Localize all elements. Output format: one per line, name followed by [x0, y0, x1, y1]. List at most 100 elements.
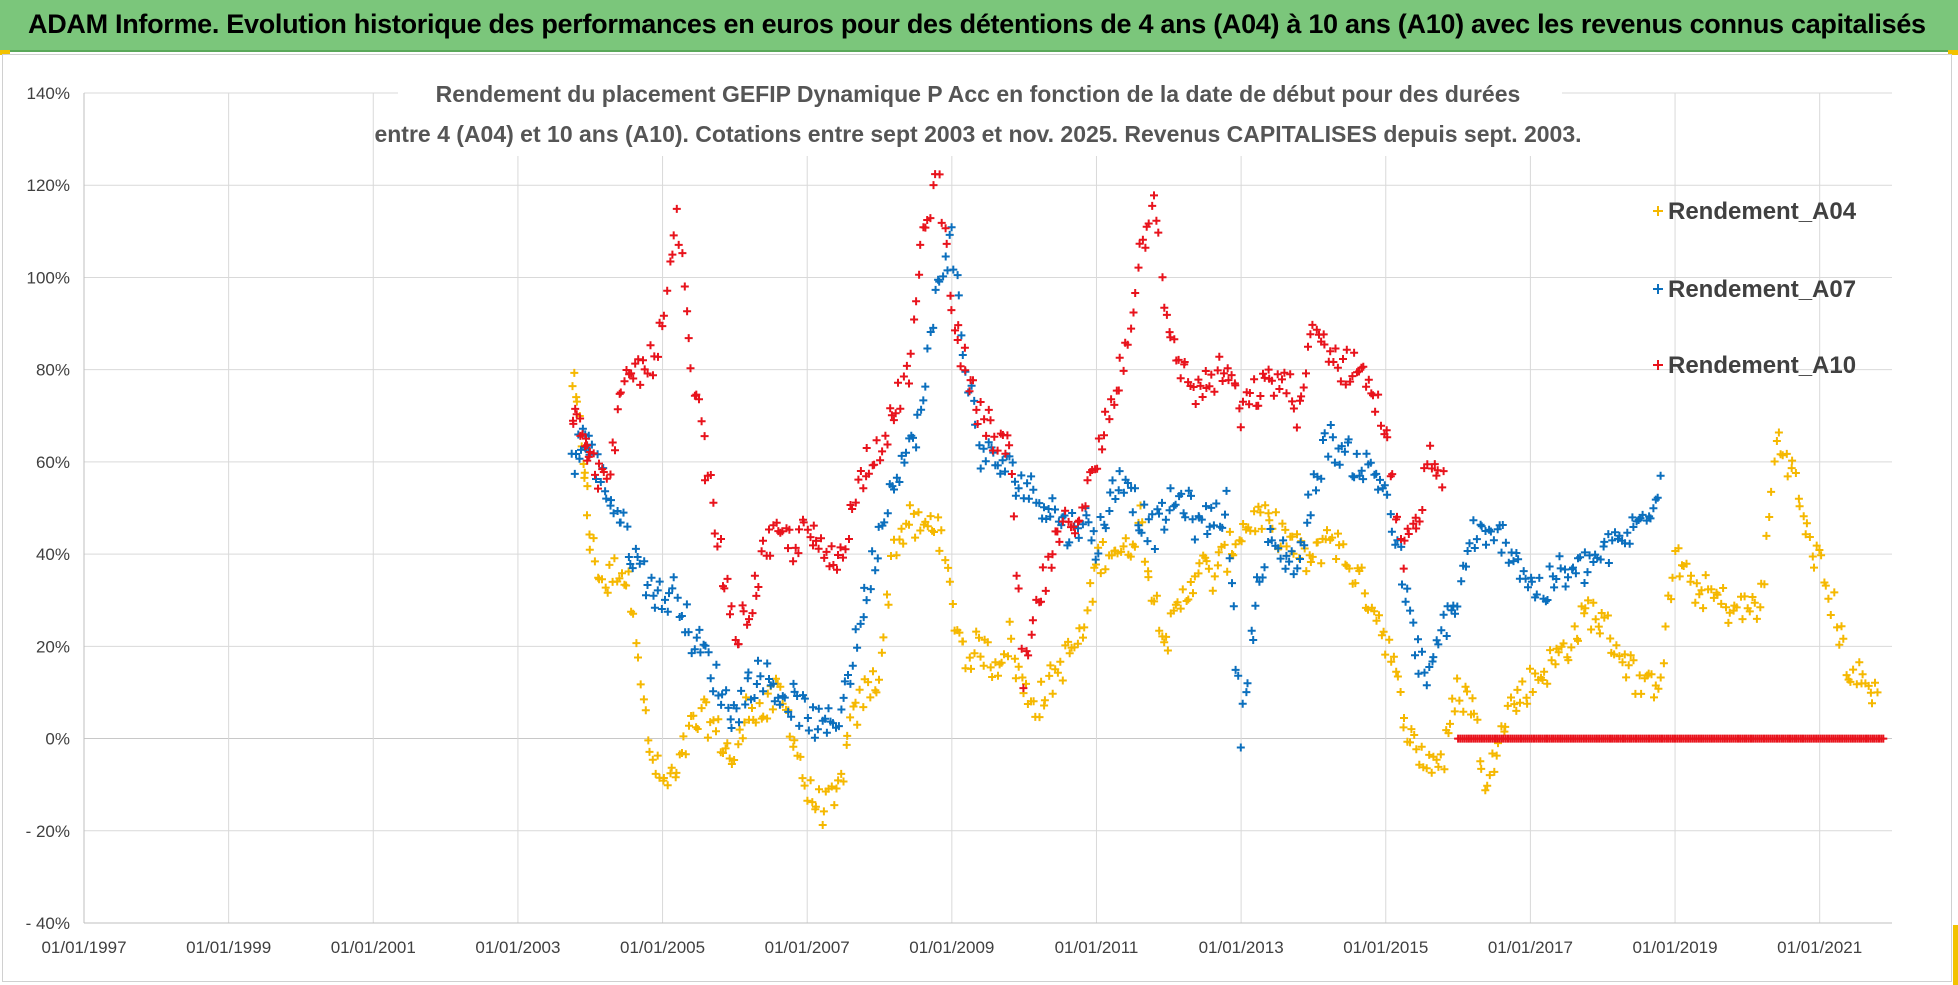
- rendement-a04-point: [911, 533, 920, 542]
- rendement-a04-point: [1281, 525, 1290, 534]
- rendement-a04-point: [1518, 677, 1527, 686]
- rendement-a04-point: [768, 705, 777, 714]
- rendement-a07-point: [1628, 513, 1637, 522]
- rendement-a10-point: [1430, 460, 1439, 469]
- rendement-a07-point: [1087, 536, 1096, 545]
- rendement-a10-point: [1038, 563, 1047, 572]
- rendement-a10-point: [1061, 506, 1070, 515]
- rendement-a07-point: [1514, 555, 1523, 564]
- rendement-a10-point: [859, 484, 868, 493]
- rendement-a10-point: [1001, 449, 1010, 458]
- rendement-a10-point: [1014, 584, 1023, 593]
- rendement-a04-point: [1317, 559, 1326, 568]
- rendement-a04-point: [1637, 689, 1646, 698]
- rendement-a10-point: [848, 505, 857, 513]
- rendement-a07-point: [763, 659, 772, 668]
- rendement-a07-point: [1024, 494, 1033, 503]
- rendement-a10-point: [862, 444, 871, 452]
- rendement-a04-point: [615, 574, 624, 583]
- rendement-a07-point: [1646, 514, 1655, 523]
- rendement-a10-point: [1312, 325, 1321, 334]
- rendement-a07-point: [1082, 511, 1091, 520]
- rendement-a07-point: [829, 719, 837, 728]
- rendement-a07-point: [1386, 510, 1395, 519]
- rendement-a04-point: [1163, 646, 1172, 655]
- rendement-a04-point: [1824, 594, 1833, 603]
- rendement-a10-point: [759, 536, 767, 545]
- rendement-a07-point: [1242, 688, 1251, 697]
- rendement-a10-point: [854, 475, 863, 484]
- rendement-a04-point: [948, 600, 957, 608]
- rendement-a04-point: [916, 526, 925, 535]
- rendement-a04-point: [914, 508, 923, 517]
- rendement-a10-point: [976, 398, 985, 406]
- rendement-a07-point: [1203, 530, 1212, 538]
- rendement-a04-point: [1288, 532, 1297, 541]
- rendement-a04-point: [972, 627, 981, 636]
- rendement-a04-point: [895, 535, 904, 544]
- rendement-a10-point: [1297, 392, 1306, 401]
- y-tick-label: - 20%: [26, 822, 70, 841]
- rendement-a07-point: [964, 388, 973, 397]
- rendement-a04-point: [1130, 542, 1139, 551]
- rendement-a07-point: [874, 522, 883, 531]
- rendement-a07-point: [789, 679, 798, 688]
- rendement-a10-point: [1048, 550, 1057, 559]
- rendement-a04-point: [1538, 676, 1547, 684]
- rendement-a07-point: [1249, 636, 1258, 644]
- rendement-a07-point: [1218, 523, 1227, 532]
- rendement-a07-point: [1550, 583, 1559, 592]
- rendement-a07-point: [1541, 597, 1550, 606]
- rendement-a07-point: [1190, 535, 1199, 544]
- rendement-a10-point: [803, 525, 812, 534]
- rendement-a04-point: [1302, 567, 1311, 576]
- rendement-a07-point: [809, 703, 817, 712]
- rendement-a10-point: [1041, 586, 1050, 595]
- rendement-a10-point: [1231, 381, 1240, 390]
- rendement-a10-point: [1400, 536, 1409, 545]
- rendement-a07-point: [602, 494, 611, 503]
- rendement-a10-point: [1333, 363, 1342, 372]
- rendement-a10-point: [1236, 423, 1245, 432]
- rendement-a07-point: [1011, 477, 1019, 486]
- rendement-a10-point: [680, 282, 689, 291]
- rendement-a04-point: [1088, 597, 1097, 606]
- rendement-a07-point: [1169, 502, 1178, 511]
- rendement-a10-point: [1235, 404, 1244, 413]
- rendement-a04-point: [1551, 660, 1560, 669]
- rendement-a04-point: [1450, 707, 1459, 716]
- rendement-a10-point: [1207, 370, 1216, 379]
- rendement-a07-point: [1470, 544, 1479, 552]
- rendement-a07-point: [813, 725, 822, 734]
- rendement-a07-point: [626, 560, 635, 568]
- rendement-a04-point: [1194, 569, 1203, 578]
- rendement-a07-point: [724, 703, 733, 712]
- rendement-a07-point: [649, 591, 658, 600]
- rendement-a04-point: [734, 740, 743, 749]
- rendement-a04-point: [1040, 696, 1049, 705]
- rendement-a07-point: [1439, 610, 1448, 619]
- rendement-a04-point: [1868, 699, 1876, 708]
- rendement-a04-point: [846, 713, 855, 722]
- rendement-a07-point: [1552, 575, 1561, 583]
- rendement-a07-point: [1357, 466, 1366, 475]
- rendement-a10-point: [594, 484, 602, 493]
- rendement-a10-point: [646, 341, 655, 350]
- rendement-a07-point: [824, 704, 833, 713]
- rendement-a04-point: [1476, 757, 1485, 766]
- rendement-a10-point: [1339, 355, 1347, 363]
- rendement-a10-point: [571, 404, 580, 413]
- rendement-a07-point: [1264, 538, 1273, 546]
- rendement-a07-point: [926, 328, 935, 336]
- rendement-a10-point: [906, 349, 915, 358]
- rendement-a04-point: [1748, 593, 1757, 601]
- rendement-a07-point: [1281, 564, 1290, 573]
- rendement-a04-point: [1473, 715, 1482, 724]
- rendement-a04-point: [1589, 598, 1598, 607]
- rendement-a04-point: [796, 752, 805, 761]
- rendement-a07-point: [1247, 626, 1256, 635]
- rendement-a04-point: [776, 682, 785, 691]
- rendement-a04-point: [1516, 698, 1524, 707]
- rendement-a07-point: [769, 679, 778, 688]
- rendement-a10-point: [870, 460, 879, 469]
